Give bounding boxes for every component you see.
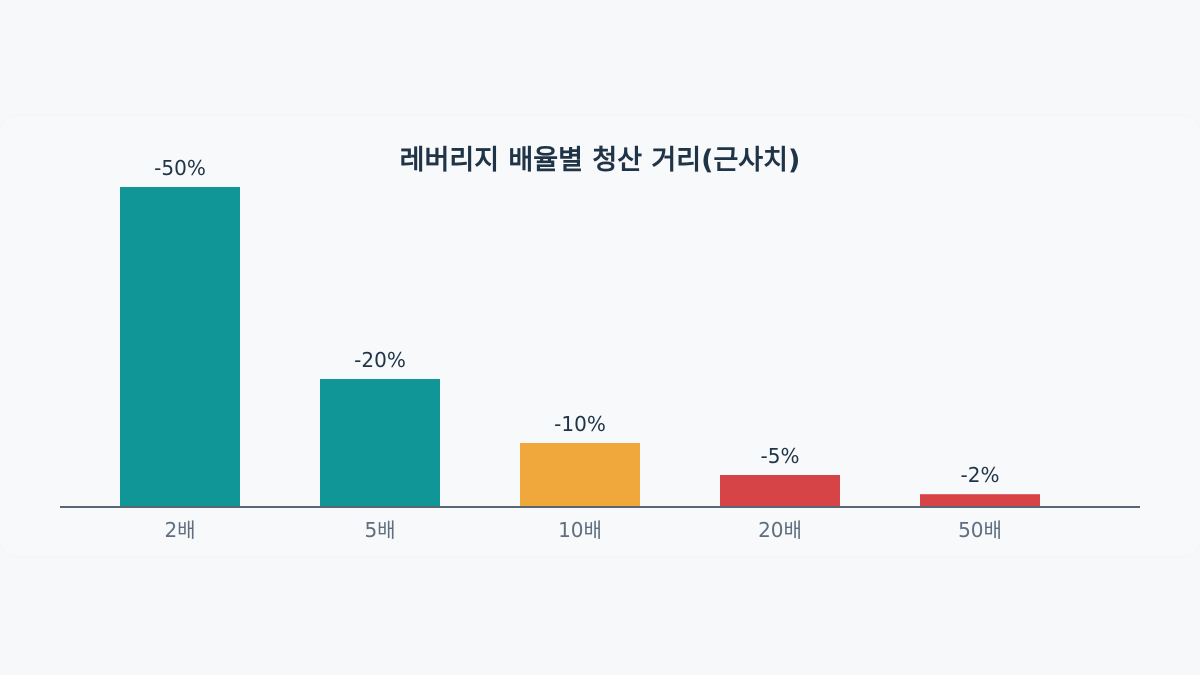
bar-1 [120, 187, 240, 507]
x-tick-label-3: 10배 [558, 518, 602, 542]
bar-value-label-4: -5% [761, 444, 800, 468]
x-tick-label-5: 50배 [958, 518, 1002, 542]
chart-title: 레버리지 배율별 청산 거리(근사치) [400, 145, 801, 176]
bar-5 [920, 494, 1040, 507]
bar-value-label-2: -20% [354, 348, 406, 372]
labels-layer: -50% 2배 -20% 5배 -10% 10배 -5% 20배 -2% 50배 [154, 156, 1002, 542]
bar-value-label-1: -50% [154, 156, 206, 180]
bar-2 [320, 379, 440, 507]
bar-value-label-5: -2% [961, 463, 1000, 487]
bars-layer [120, 187, 1040, 507]
x-tick-label-4: 20배 [758, 518, 802, 542]
bar-value-label-3: -10% [554, 412, 606, 436]
x-tick-label-1: 2배 [164, 518, 195, 542]
bar-3 [520, 443, 640, 507]
bar-4 [720, 475, 840, 507]
x-tick-label-2: 5배 [364, 518, 395, 542]
